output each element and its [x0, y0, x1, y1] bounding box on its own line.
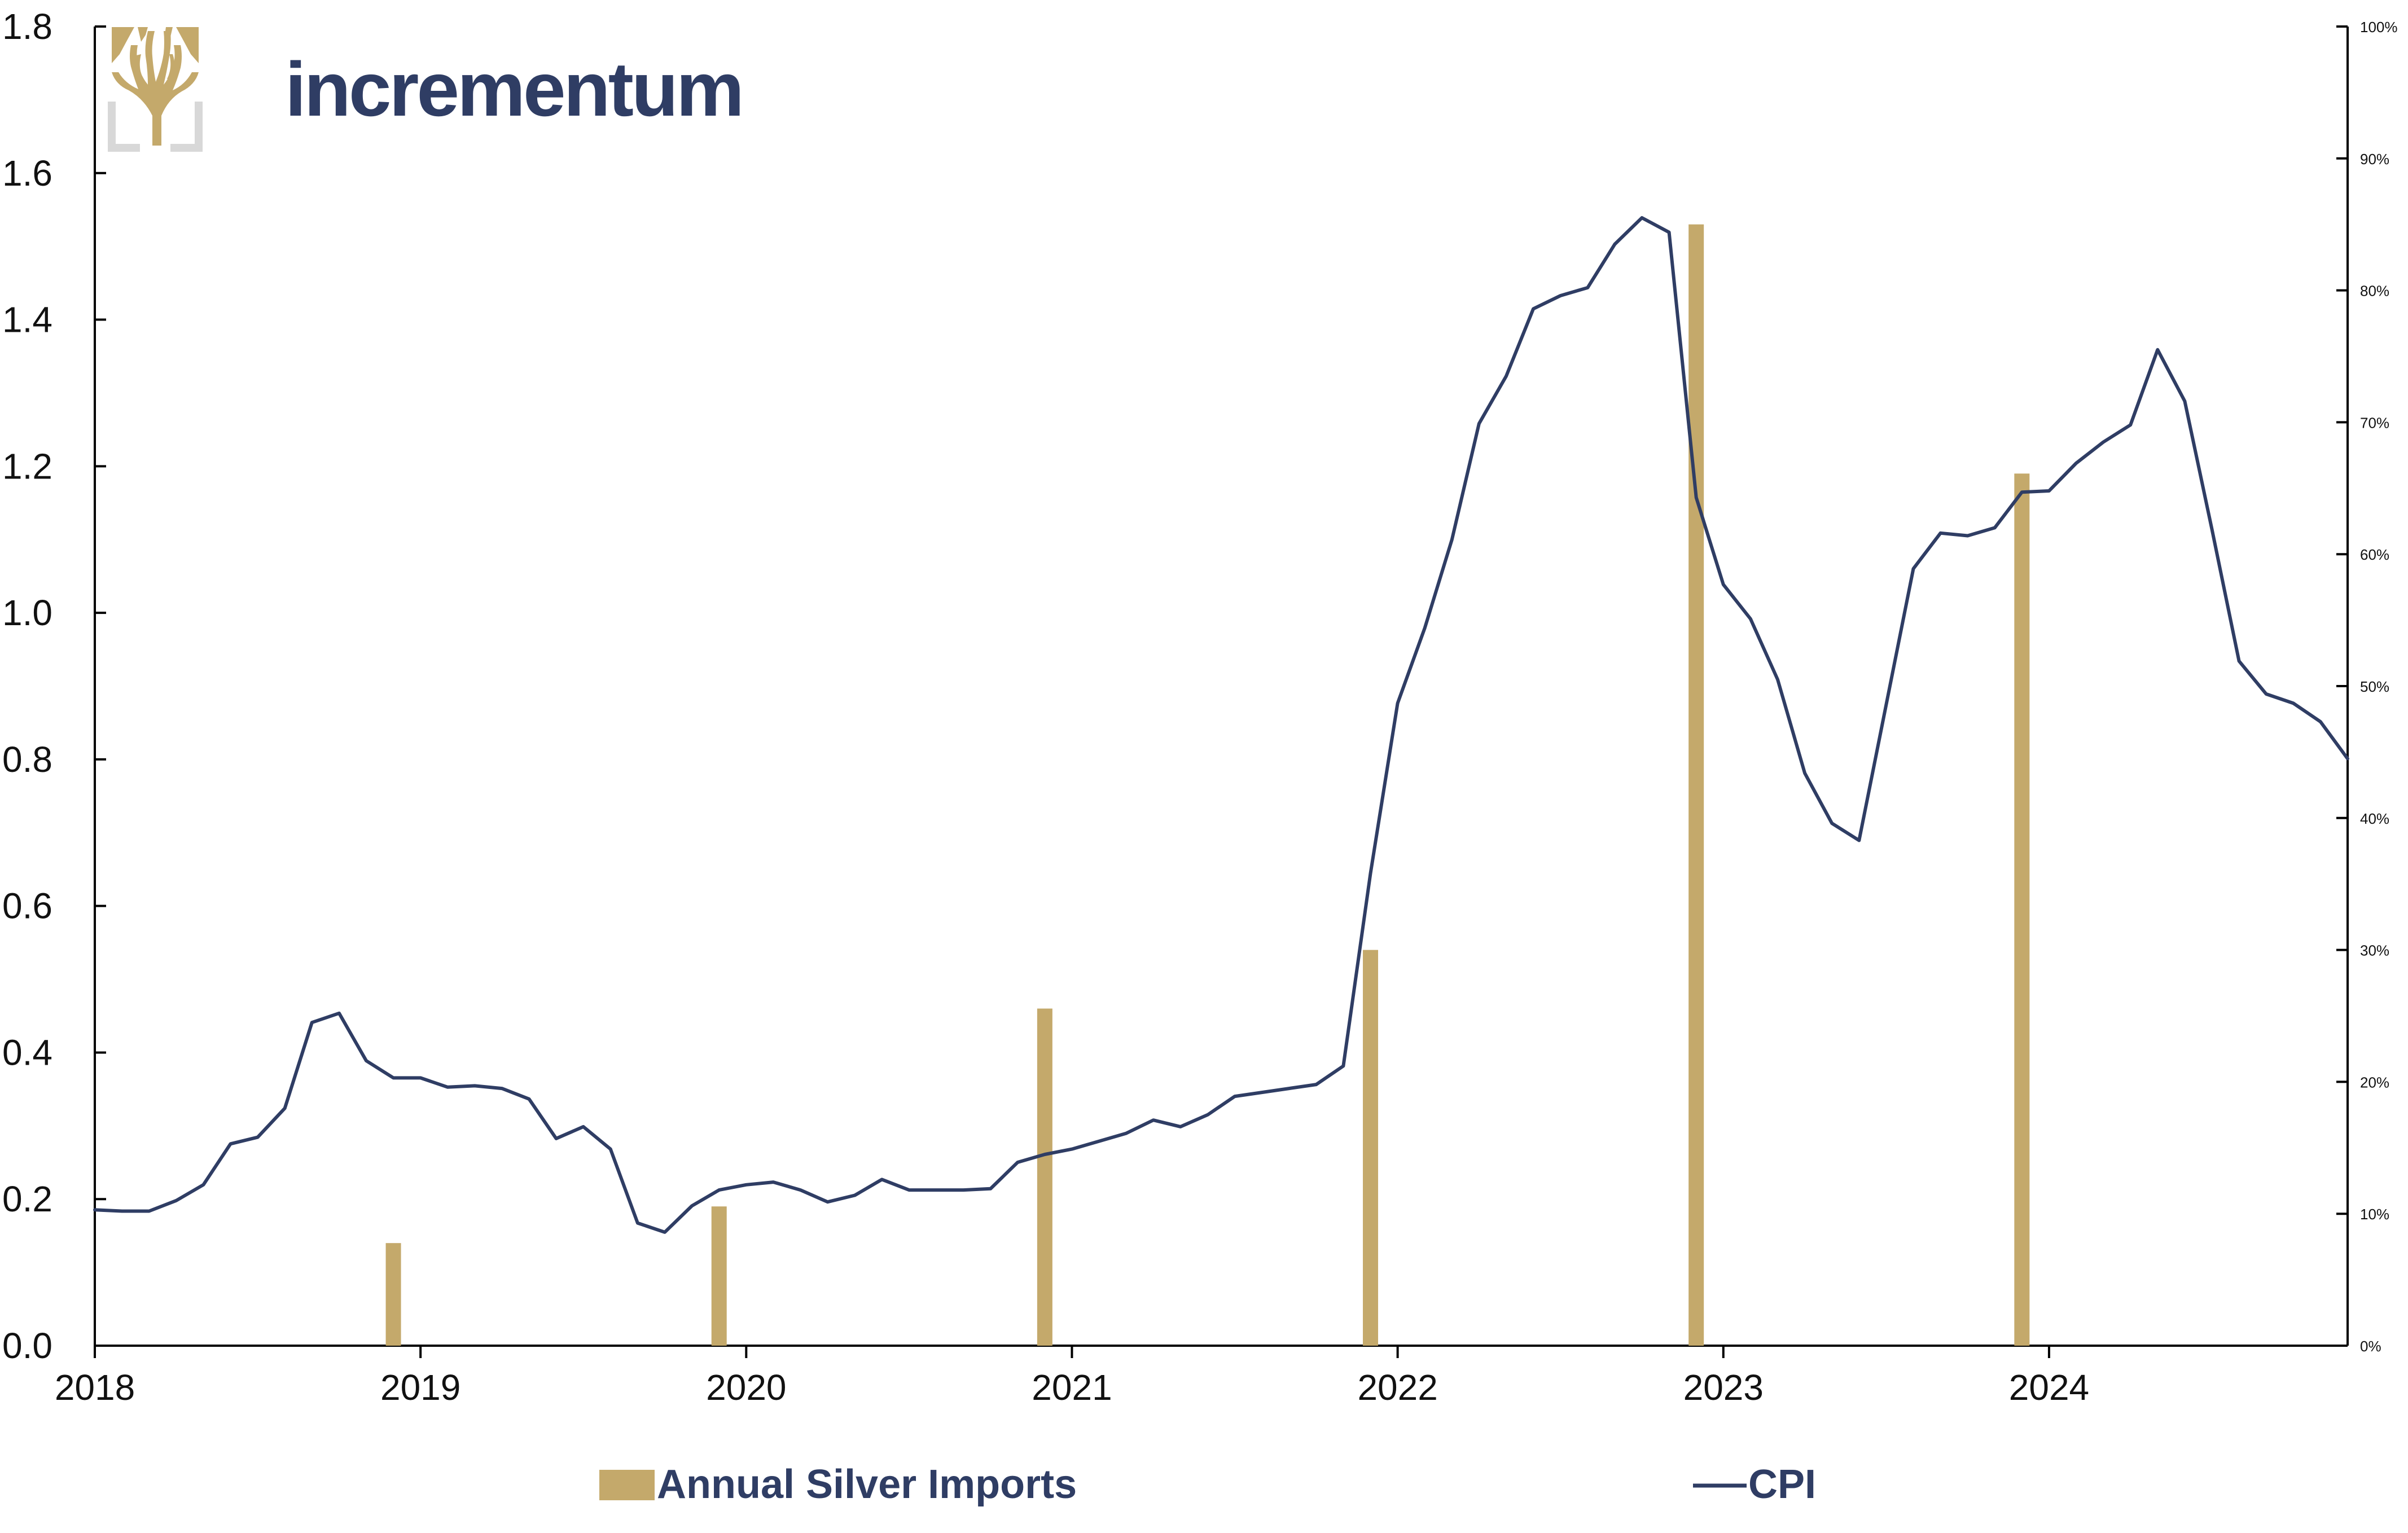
y-right-tick-label: 60%	[2360, 546, 2389, 563]
silver-import-bar	[1037, 1008, 1052, 1346]
y-left-tick-label: 1.4	[2, 300, 52, 340]
x-tick-label: 2020	[706, 1367, 786, 1408]
y-left-tick-label: 1.2	[2, 446, 52, 486]
logo-frame	[108, 102, 203, 152]
incrementum-logo: incrementum	[108, 27, 744, 152]
y-right-tick-label: 70%	[2360, 414, 2389, 431]
tree-logo-icon	[112, 31, 199, 146]
silver-import-bar	[1363, 950, 1379, 1346]
legend-label-bars: Annual Silver Imports	[657, 1462, 1077, 1507]
silver-import-bar	[711, 1206, 727, 1346]
y-right-tick-label: 50%	[2360, 678, 2389, 695]
x-tick-label: 2018	[55, 1367, 135, 1408]
y-left-tick-label: 0.6	[2, 886, 52, 926]
brand-name: incrementum	[285, 46, 742, 132]
y-right-tick-label: 0%	[2360, 1338, 2381, 1355]
x-tick-label: 2022	[1357, 1367, 1437, 1408]
silver-import-bar	[385, 1243, 401, 1346]
y-right-tick-label: 40%	[2360, 810, 2389, 827]
y-left-tick-label: 1.6	[2, 153, 52, 194]
x-tick-label: 2019	[380, 1367, 460, 1408]
y-right-tick-label: 30%	[2360, 942, 2389, 959]
y-right-tick-label: 20%	[2360, 1074, 2389, 1091]
silver-import-bar	[2014, 473, 2030, 1346]
y-right-tick-label: 90%	[2360, 151, 2389, 168]
legend-swatch-bars	[599, 1470, 655, 1500]
silver-import-bar	[1688, 224, 1704, 1346]
legend-label-line: CPI	[1748, 1462, 1816, 1507]
x-tick-label: 2024	[2009, 1367, 2089, 1408]
y-right-tick-label: 10%	[2360, 1206, 2389, 1223]
y-left-tick-label: 0.4	[2, 1032, 52, 1073]
y-right-tick-label: 80%	[2360, 283, 2389, 300]
tree-crown-icon	[112, 27, 199, 80]
y-left-tick-label: 0.0	[2, 1325, 52, 1366]
y-left-tick-label: 1.0	[2, 592, 52, 633]
x-tick-label: 2023	[1683, 1367, 1764, 1408]
plot-area: 0.0 0.2 0.4 0.6 0.8 1.0 1.2 1.4 1.6 1.8 0% 10% 20% 30…	[2, 6, 2398, 1408]
y-left-tick-label: 0.2	[2, 1179, 52, 1219]
x-tick-label: 2021	[1032, 1367, 1112, 1408]
y-left-tick-label: 0.8	[2, 739, 52, 780]
cpi-line	[93, 216, 2349, 1234]
y-left-tick-label: 1.8	[2, 6, 52, 47]
y-right-tick-label: 100%	[2360, 19, 2398, 36]
legend: Annual Silver Imports CPI	[599, 1462, 1816, 1507]
